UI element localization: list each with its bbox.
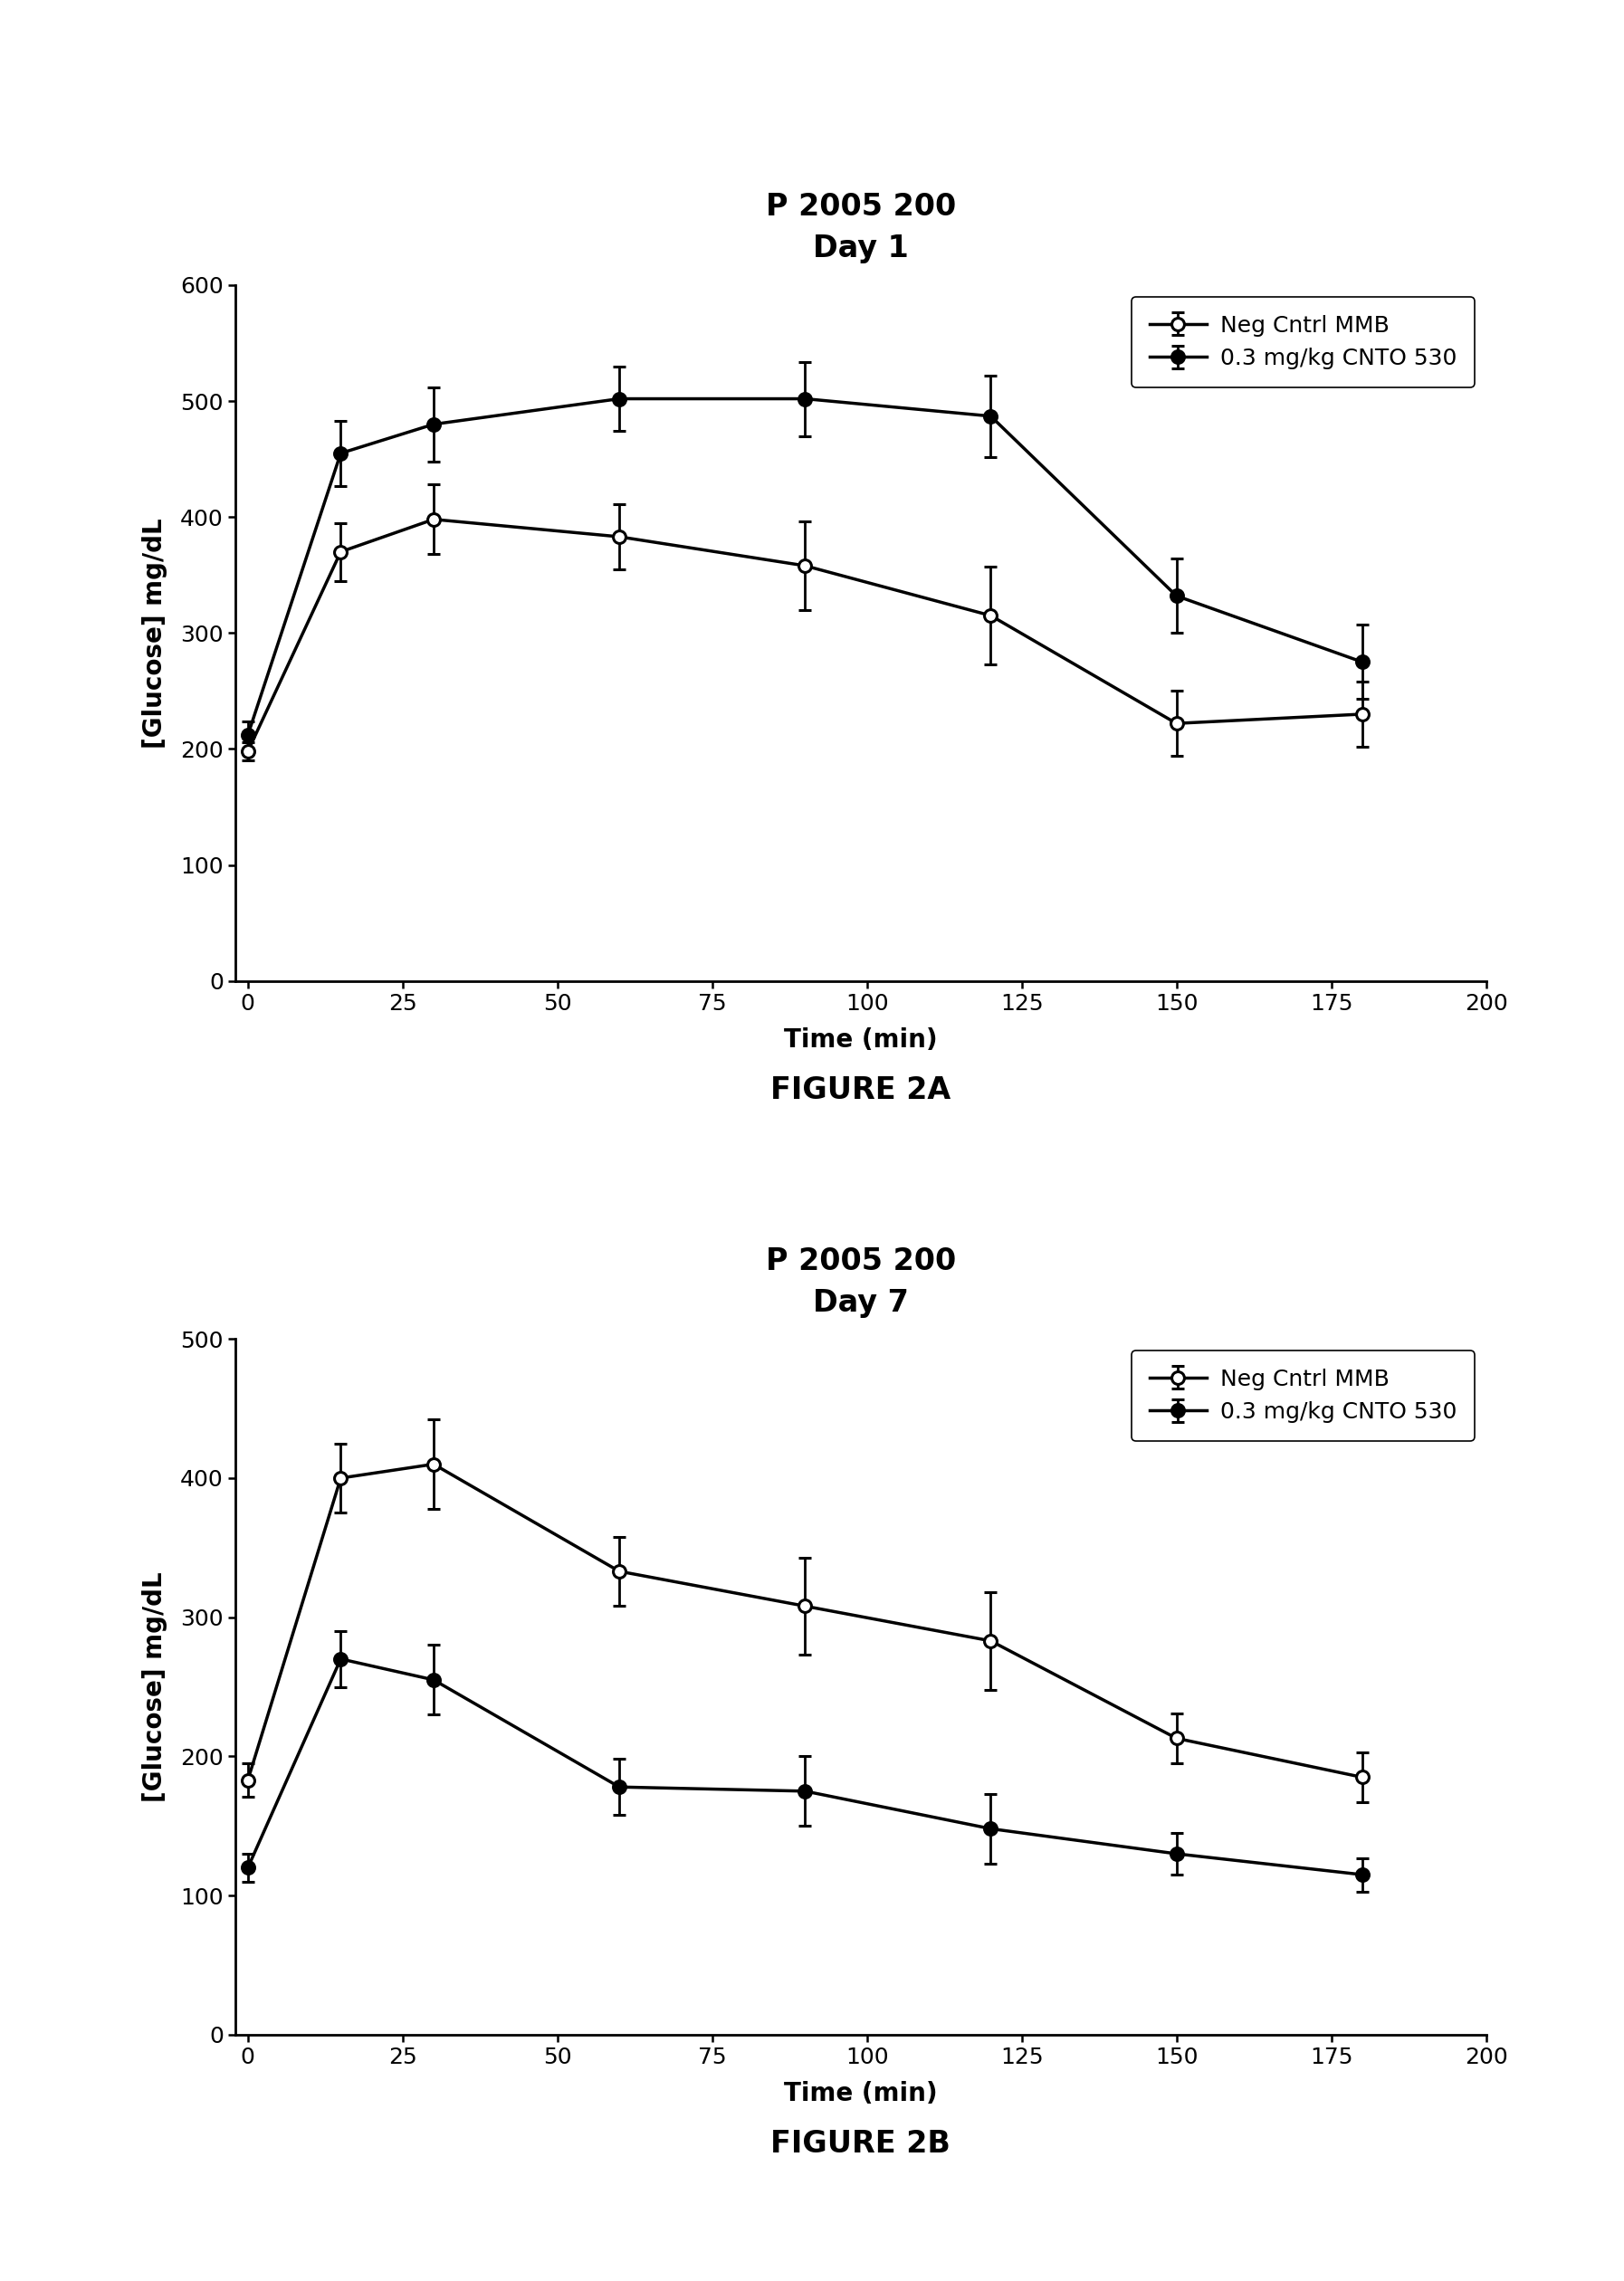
Y-axis label: [Glucose] mg/dL: [Glucose] mg/dL	[143, 1572, 167, 1802]
Legend: Neg Cntrl MMB, 0.3 mg/kg CNTO 530: Neg Cntrl MMB, 0.3 mg/kg CNTO 530	[1132, 1350, 1475, 1442]
Text: FIGURE 2A: FIGURE 2A	[770, 1074, 952, 1106]
Legend: Neg Cntrl MMB, 0.3 mg/kg CNTO 530: Neg Cntrl MMB, 0.3 mg/kg CNTO 530	[1132, 297, 1475, 388]
Title: P 2005 200
Day 7: P 2005 200 Day 7	[765, 1245, 957, 1318]
X-axis label: Time (min): Time (min)	[784, 1026, 937, 1052]
Y-axis label: [Glucose] mg/dL: [Glucose] mg/dL	[143, 518, 167, 748]
X-axis label: Time (min): Time (min)	[784, 2080, 937, 2105]
Title: P 2005 200
Day 1: P 2005 200 Day 1	[765, 192, 957, 265]
Text: FIGURE 2B: FIGURE 2B	[771, 2128, 950, 2160]
